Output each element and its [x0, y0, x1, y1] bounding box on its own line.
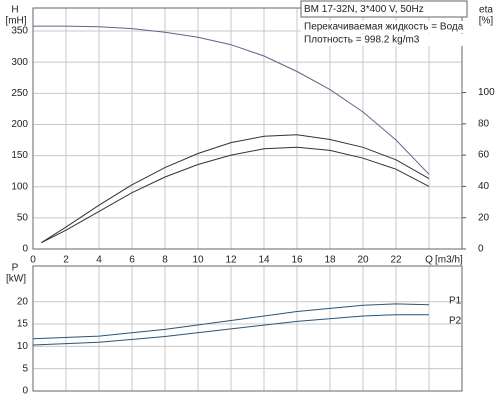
x-tick-label: 4 — [96, 255, 102, 266]
x-tick-label: Q — [425, 255, 433, 266]
annotation-bg — [301, 34, 467, 46]
x-axis-unit: [m3/h] — [435, 255, 463, 266]
plot-frame — [32, 265, 463, 392]
y-tick-label: 100 — [11, 181, 28, 192]
series-label: P2 — [449, 315, 462, 326]
y-tick-label: 0 — [22, 244, 28, 255]
annotation: Перекачиваемая жидкость = Вода — [304, 22, 464, 33]
y-tick-label: 50 — [17, 213, 29, 224]
series-label: P1 — [449, 295, 462, 306]
x-tick-label: 14 — [258, 255, 270, 266]
y-tick-label: 200 — [11, 119, 28, 130]
y2-tick-label: 0 — [478, 244, 484, 255]
y-axis-label: H — [11, 5, 18, 16]
x-tick-label: 18 — [324, 255, 336, 266]
series-line — [33, 25, 430, 175]
plot-frame — [32, 7, 463, 250]
y-axis-label: P — [12, 263, 19, 274]
y-tick-label: 0 — [22, 386, 28, 397]
y-axis-unit: [kW] — [6, 274, 26, 285]
series-line — [41, 146, 430, 244]
x-tick-label: 0 — [30, 255, 36, 266]
x-tick-label: 16 — [291, 255, 303, 266]
annotation-bg — [301, 21, 467, 33]
y-tick-label: 150 — [11, 150, 28, 161]
y-tick-label: 300 — [11, 57, 28, 68]
series-line — [41, 134, 430, 244]
y-tick-label: 20 — [17, 296, 29, 307]
x-tick-label: 8 — [162, 255, 168, 266]
x-tick-label: 2 — [63, 255, 69, 266]
annotation: Плотность = 998.2 kg/m3 — [304, 35, 420, 46]
series-line — [32, 303, 430, 340]
y2-tick-label: 60 — [478, 150, 490, 161]
x-tick-label: 20 — [357, 255, 369, 266]
x-tick-label: 10 — [192, 255, 204, 266]
y2-tick-label: 100 — [478, 87, 495, 98]
x-tick-label: 22 — [390, 255, 402, 266]
y-tick-label: 350 — [11, 26, 28, 37]
y2-tick-label: 40 — [478, 181, 490, 192]
title: BM 17-32N, 3*400 V, 50Hz — [304, 4, 424, 15]
y2-tick-label: 20 — [478, 212, 490, 223]
y-tick-label: 250 — [11, 88, 28, 99]
y-tick-label: 15 — [17, 319, 29, 330]
series-line — [32, 314, 429, 346]
x-tick-label: 6 — [129, 255, 135, 266]
y2-axis-label: eta — [479, 5, 493, 16]
y-tick-label: 10 — [17, 341, 29, 352]
x-tick-label: 12 — [225, 255, 237, 266]
y2-axis-unit: [%] — [479, 16, 494, 27]
y2-tick-label: 80 — [478, 118, 490, 129]
y-tick-label: 5 — [22, 363, 28, 374]
title-box — [300, 0, 468, 18]
y-axis-unit: [mH] — [5, 16, 26, 27]
